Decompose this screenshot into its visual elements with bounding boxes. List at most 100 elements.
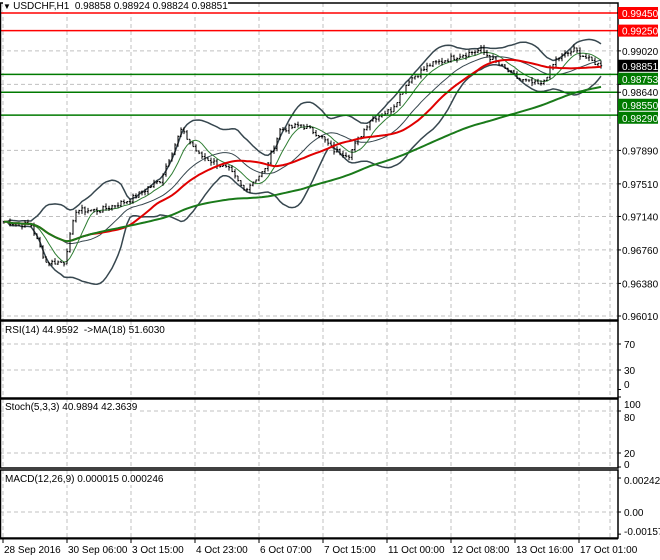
price-bar (191, 141, 195, 148)
price-bar (11, 223, 15, 226)
price-bar (140, 190, 144, 196)
price-bar (416, 75, 420, 79)
price-bar (71, 219, 75, 235)
price-bar (506, 67, 510, 73)
panel-frame (0, 2, 619, 321)
price-bar (533, 79, 537, 85)
price-bar (149, 185, 153, 189)
price-bar (305, 123, 309, 129)
price-bar (275, 137, 279, 152)
price-bar (110, 204, 114, 211)
price-bar (53, 258, 57, 265)
current-price-label-bg (618, 59, 658, 72)
price-bar (317, 134, 321, 139)
rsi-title: RSI(14) 44.9592 ->MA(18) 51.6030 (5, 325, 165, 336)
support-level-label-bg (618, 98, 658, 111)
time-tick-label: 30 Sep 06:00 (68, 545, 128, 556)
price-bar (125, 201, 129, 205)
panel-frame (0, 398, 619, 469)
stoch-tick-label: 20 (624, 449, 636, 460)
support-level-label: 0.98753 (622, 75, 659, 86)
time-tick-label: 6 Oct 07:00 (260, 545, 312, 556)
price-bar (131, 193, 135, 204)
price-bar (281, 126, 285, 131)
price-bar (566, 51, 570, 57)
price-bar (128, 198, 132, 205)
macd-tick-label: -0.001576 (624, 527, 660, 538)
price-bar (440, 57, 444, 66)
support-level-label-bg (618, 72, 658, 85)
price-bar (44, 255, 48, 263)
price-bar (197, 150, 201, 155)
price-bar (428, 63, 432, 67)
price-bar (509, 70, 513, 74)
price-bar (389, 107, 393, 115)
time-tick-label: 11 Oct 00:00 (388, 545, 445, 556)
price-bar (449, 53, 453, 63)
price-bar (179, 127, 183, 138)
price-bar (167, 159, 171, 167)
price-bar (419, 67, 423, 79)
price-bar (557, 57, 561, 62)
panel-frame (0, 469, 619, 539)
price-tick-label: 0.97890 (622, 146, 659, 157)
price-bar (194, 144, 198, 152)
price-bar (299, 124, 303, 128)
price-bar (437, 59, 441, 65)
price-bar (392, 104, 396, 113)
price-bar (155, 180, 159, 184)
triangle-down-icon[interactable]: ▼ (3, 2, 14, 11)
price-bar (260, 171, 264, 178)
price-bar (527, 79, 531, 83)
price-bar (266, 161, 270, 172)
price-bar (386, 109, 390, 115)
price-bar (98, 210, 102, 214)
price-bar (458, 53, 462, 60)
price-bar (113, 205, 117, 209)
price-bar (134, 193, 138, 199)
support-level-label: 0.98290 (622, 114, 659, 125)
price-bar (50, 259, 54, 266)
price-bar (524, 78, 528, 82)
price-bar (74, 209, 78, 223)
price-bar (443, 60, 447, 63)
price-bar (89, 209, 93, 212)
price-bar (278, 128, 282, 140)
price-bar (422, 66, 426, 72)
price-bar (371, 116, 375, 122)
price-bar (368, 120, 372, 131)
price-tick-label: 0.99020 (622, 47, 659, 58)
price-bar (239, 180, 243, 187)
macd-title: MACD(12,26,9) 0.000015 0.000246 (5, 474, 164, 485)
time-tick-label: 12 Oct 08:00 (452, 545, 510, 556)
price-bar (269, 149, 273, 165)
price-bar (77, 209, 81, 215)
price-bar (143, 188, 147, 196)
price-bar (209, 157, 213, 166)
price-bar (68, 232, 72, 253)
symbol-label: USDCHF,H1 (13, 1, 70, 12)
price-bar (248, 183, 252, 193)
price-bar (38, 236, 42, 248)
price-bar (80, 204, 84, 214)
price-bar (455, 57, 459, 63)
rsi-tick-label: 30 (624, 366, 636, 377)
price-tick-label: 0.97510 (622, 180, 659, 191)
price-bar (488, 54, 492, 63)
price-bar (137, 191, 141, 198)
price-bar (86, 207, 90, 214)
price-bar (569, 49, 573, 56)
price-bar (176, 135, 180, 147)
price-bar (314, 130, 318, 137)
bollinger-upper (4, 38, 602, 223)
price-bar (59, 260, 63, 263)
resistance-level-label-bg (618, 24, 658, 37)
price-bar (212, 158, 216, 165)
price-bar (362, 128, 366, 138)
price-bar (512, 69, 516, 75)
price-bar (593, 57, 597, 66)
price-bar (500, 63, 504, 66)
price-bar (323, 136, 327, 143)
resistance-level-label: 0.99250 (622, 27, 659, 38)
